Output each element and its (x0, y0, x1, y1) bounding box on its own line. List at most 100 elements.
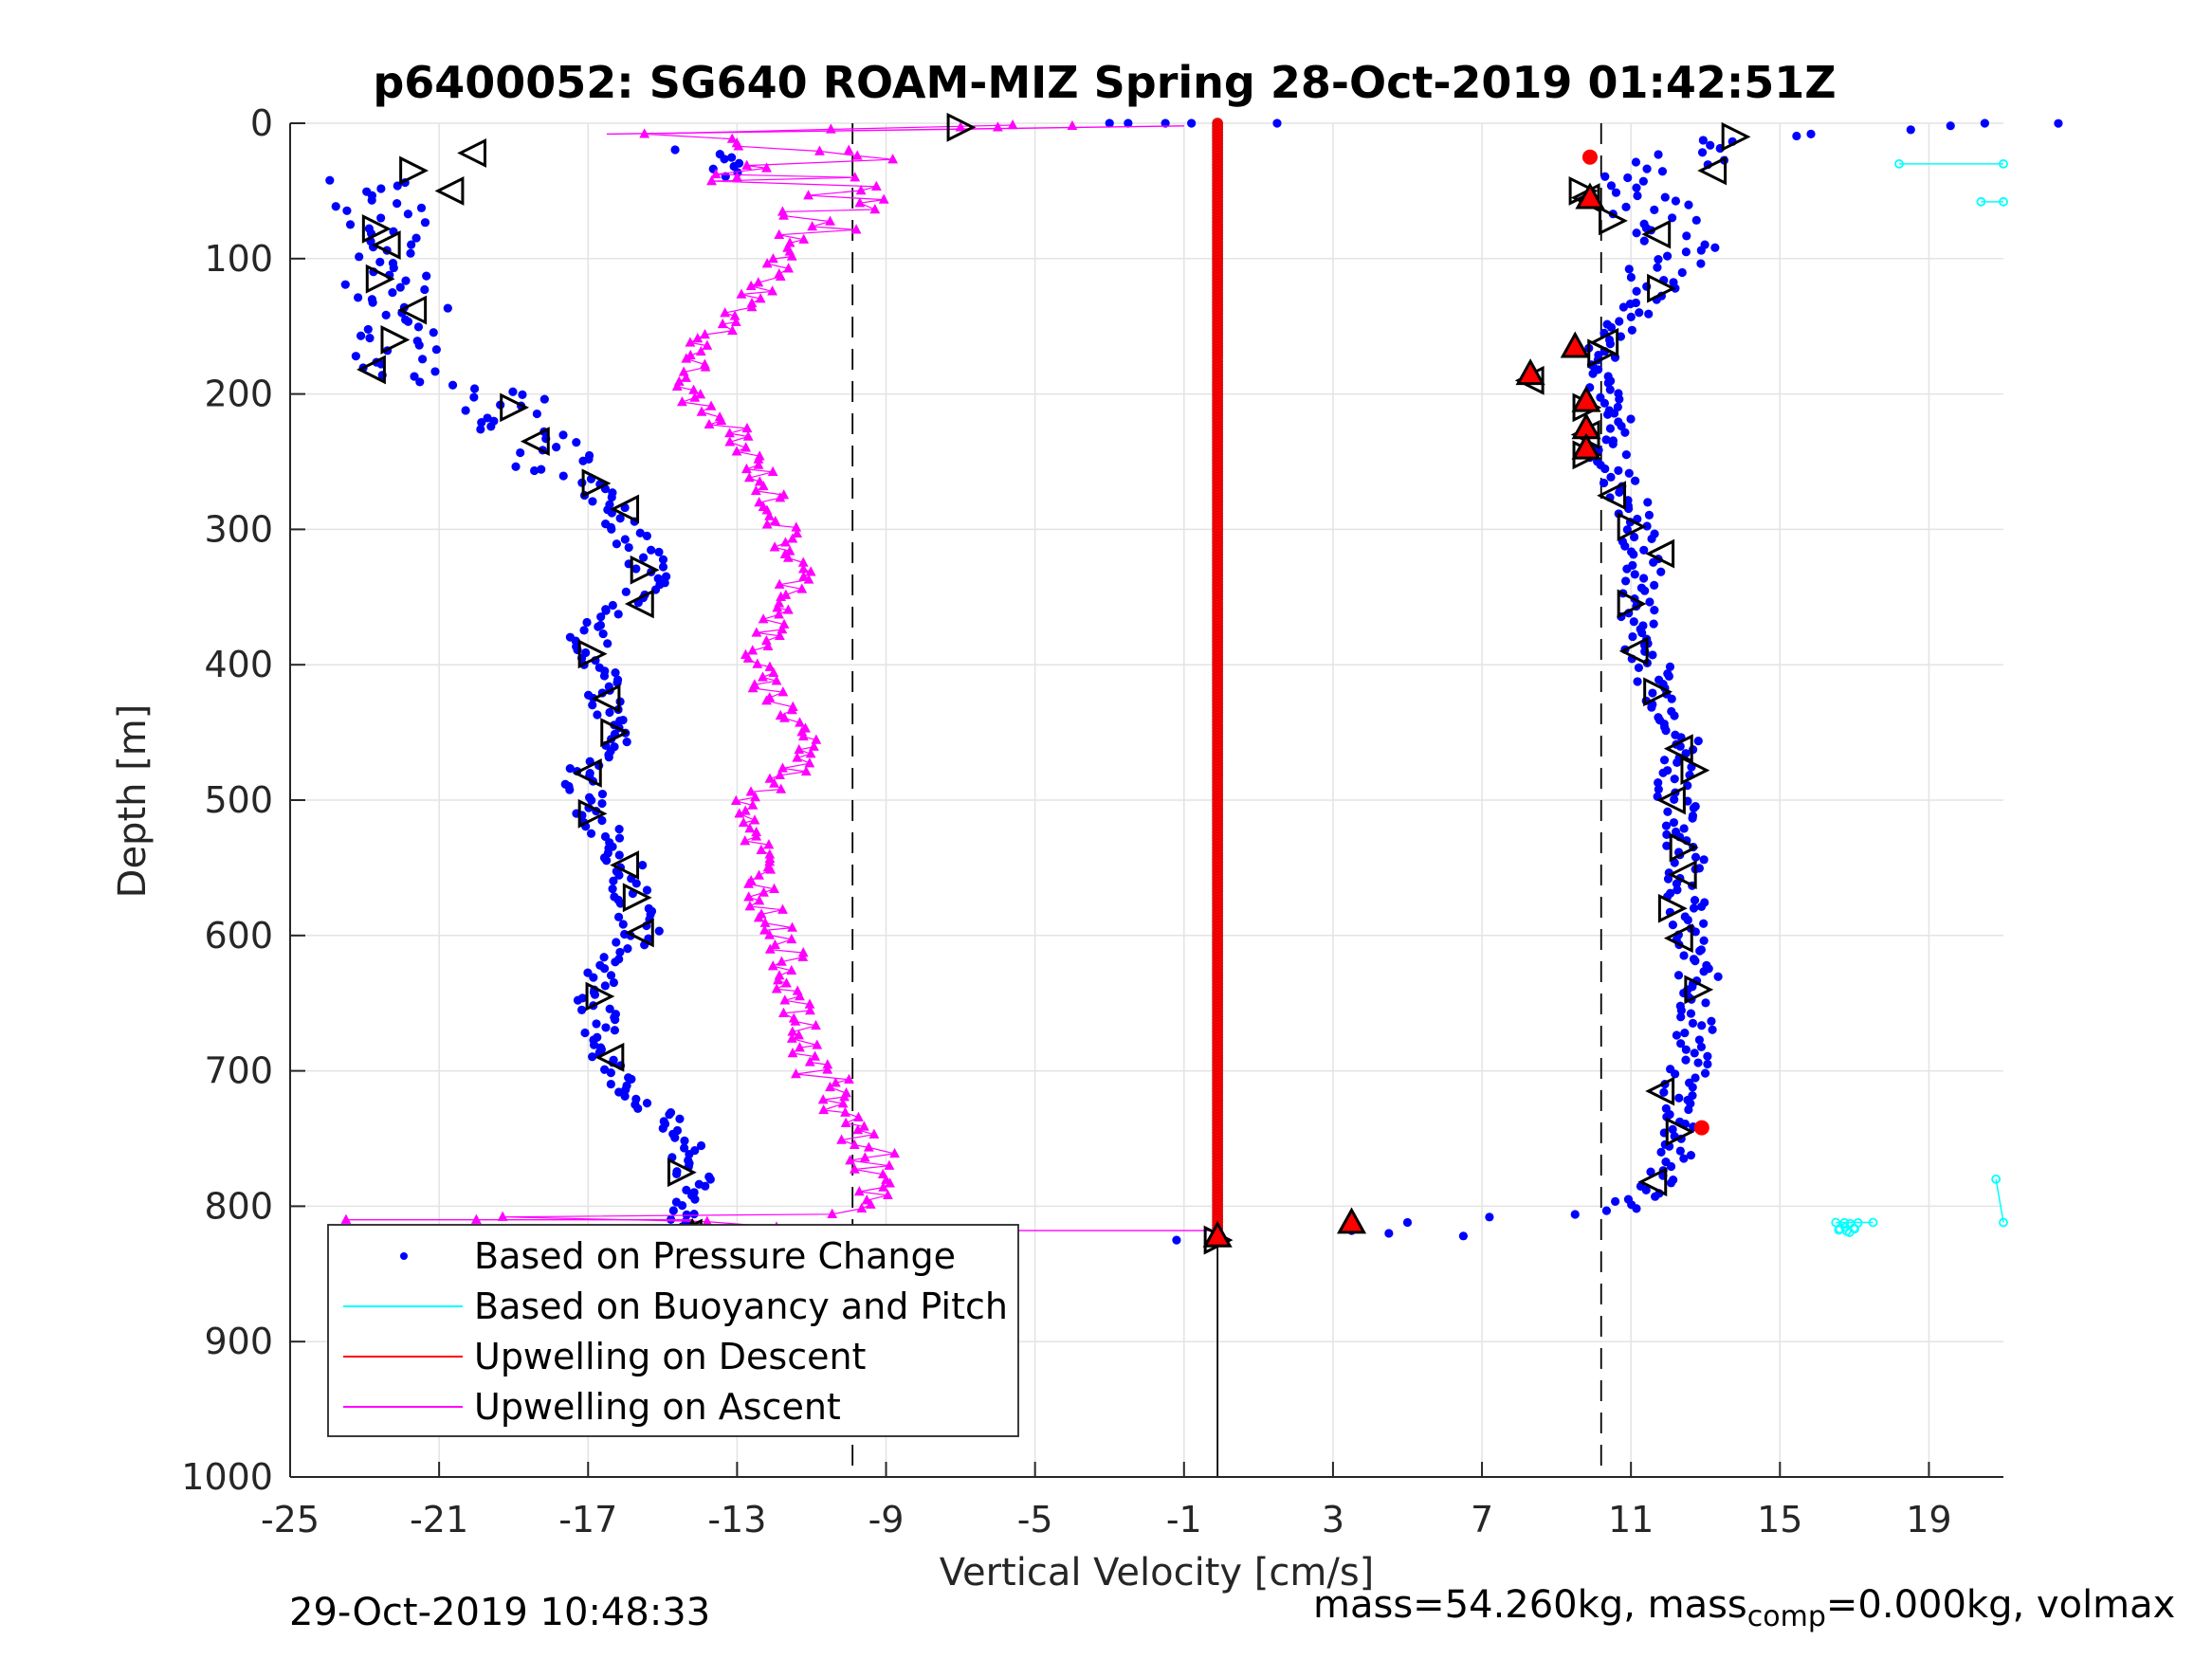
pressure-dot (1695, 946, 1705, 956)
pressure-dot (627, 1074, 636, 1084)
pressure-dot (511, 462, 521, 471)
x-tick-label: -13 (707, 1499, 766, 1540)
pressure-dot (1622, 564, 1632, 574)
upwell-ascent-marker (778, 1007, 789, 1017)
red-marker (1571, 432, 1601, 460)
y-tick-label: 200 (204, 374, 273, 415)
ascent-arrow-marker (946, 112, 977, 142)
pressure-dot (606, 971, 616, 980)
red-marker (1693, 1120, 1709, 1136)
pressure-dot (508, 387, 518, 396)
pressure-dot (376, 184, 386, 193)
pressure-dot (1661, 726, 1671, 736)
upwell-ascent-marker (804, 998, 815, 1009)
pressure-dot (461, 406, 470, 415)
upwell-ascent-marker (800, 765, 812, 776)
pressure-dot (403, 210, 412, 219)
upwell-ascent-marker (743, 472, 755, 483)
pressure-dot (1656, 1147, 1666, 1158)
pressure-dot (1946, 121, 1955, 131)
pressure-dot (363, 324, 373, 335)
pressure-dot (1670, 775, 1679, 784)
pressure-dot (611, 668, 620, 678)
upwell-ascent-marker (782, 604, 794, 614)
pressure-dot (342, 206, 352, 215)
pressure-dot (582, 617, 592, 628)
pressure-dot (1697, 148, 1708, 157)
pressure-dot (388, 287, 397, 298)
pressure-dot (1708, 1025, 1717, 1034)
pressure-dot (1161, 118, 1170, 128)
upwell-ascent-marker (887, 154, 899, 164)
pressure-dot (635, 528, 645, 538)
pressure-dot (608, 884, 617, 894)
pressure-dot (587, 795, 596, 805)
pressure-dot (642, 1099, 652, 1108)
pressure-dot (558, 471, 568, 481)
pressure-dot (1640, 586, 1650, 595)
upwell-ascent-marker (741, 159, 753, 170)
pressure-dot (1626, 414, 1636, 424)
pressure-dot (588, 497, 597, 506)
pressure-dot (410, 372, 419, 381)
ascent-arrow-marker (572, 758, 602, 788)
upwell-ascent-marker (769, 541, 780, 552)
pressure-dot (1691, 957, 1700, 966)
descent-arrow-marker (1667, 860, 1697, 889)
pressure-dot (1682, 231, 1691, 241)
pressure-dot (1641, 1185, 1651, 1194)
upwell-ascent-marker (702, 339, 713, 350)
upwell-ascent-marker (810, 1050, 820, 1061)
pressure-dot (1625, 300, 1636, 309)
upwell-ascent-marker (717, 318, 728, 329)
upwell-ascent-marker (777, 903, 788, 914)
pressure-dot (1660, 192, 1670, 202)
pressure-dot (1172, 1235, 1181, 1245)
pressure-dot (620, 1091, 630, 1101)
upwell-ascent-marker (803, 574, 814, 584)
upwell-ascent-marker (853, 1186, 865, 1196)
pressure-dot (1688, 1083, 1697, 1092)
pressure-dot (1615, 317, 1624, 326)
upwell-ascent-marker (743, 891, 755, 902)
upwell-ascent-marker (720, 307, 731, 318)
upwell-ascent-marker (763, 839, 775, 849)
upwell-ascent-marker (747, 683, 759, 693)
upwell-ascent-marker (774, 609, 784, 619)
pressure-dot (1650, 580, 1659, 590)
pressure-dot (415, 377, 425, 387)
x-tick-label: -1 (1166, 1499, 1202, 1540)
upwell-ascent-marker (825, 1081, 835, 1092)
pressure-dot (1672, 879, 1681, 888)
upwell-ascent-marker (889, 1147, 900, 1158)
upwell-ascent-marker (808, 740, 819, 751)
pressure-dot (1664, 671, 1673, 681)
upwell-ascent-marker (855, 185, 867, 195)
pressure-dot (1676, 1039, 1686, 1048)
pressure-dot (1656, 567, 1666, 576)
pressure-dot (1906, 125, 1915, 135)
pressure-dot (1648, 688, 1657, 698)
pressure-dot (1654, 150, 1663, 159)
pressure-dot (1653, 263, 1662, 272)
upwell-ascent-marker (865, 1198, 876, 1209)
pressure-dot (1696, 246, 1706, 255)
pressure-dot (1614, 465, 1623, 476)
pressure-dot (1187, 118, 1197, 128)
pressure-dot (537, 465, 546, 474)
upwell-ascent-marker (805, 748, 816, 758)
upwell-ascent-marker (787, 533, 798, 543)
ascent-arrow-marker (624, 918, 654, 948)
x-tick-label: -25 (261, 1499, 320, 1540)
pressure-dot (1679, 951, 1689, 960)
upwell-ascent-marker (340, 1213, 352, 1224)
upwell-ascent-marker (741, 463, 752, 474)
upwell-ascent-marker (681, 353, 692, 363)
pressure-dot (420, 284, 430, 295)
pressure-dot (589, 973, 598, 982)
pressure-dot (401, 276, 411, 285)
upwell-ascent-marker (804, 1056, 815, 1066)
upwell-ascent-marker (759, 917, 771, 927)
upwell-ascent-marker (751, 830, 762, 841)
pressure-dot (573, 995, 583, 1005)
